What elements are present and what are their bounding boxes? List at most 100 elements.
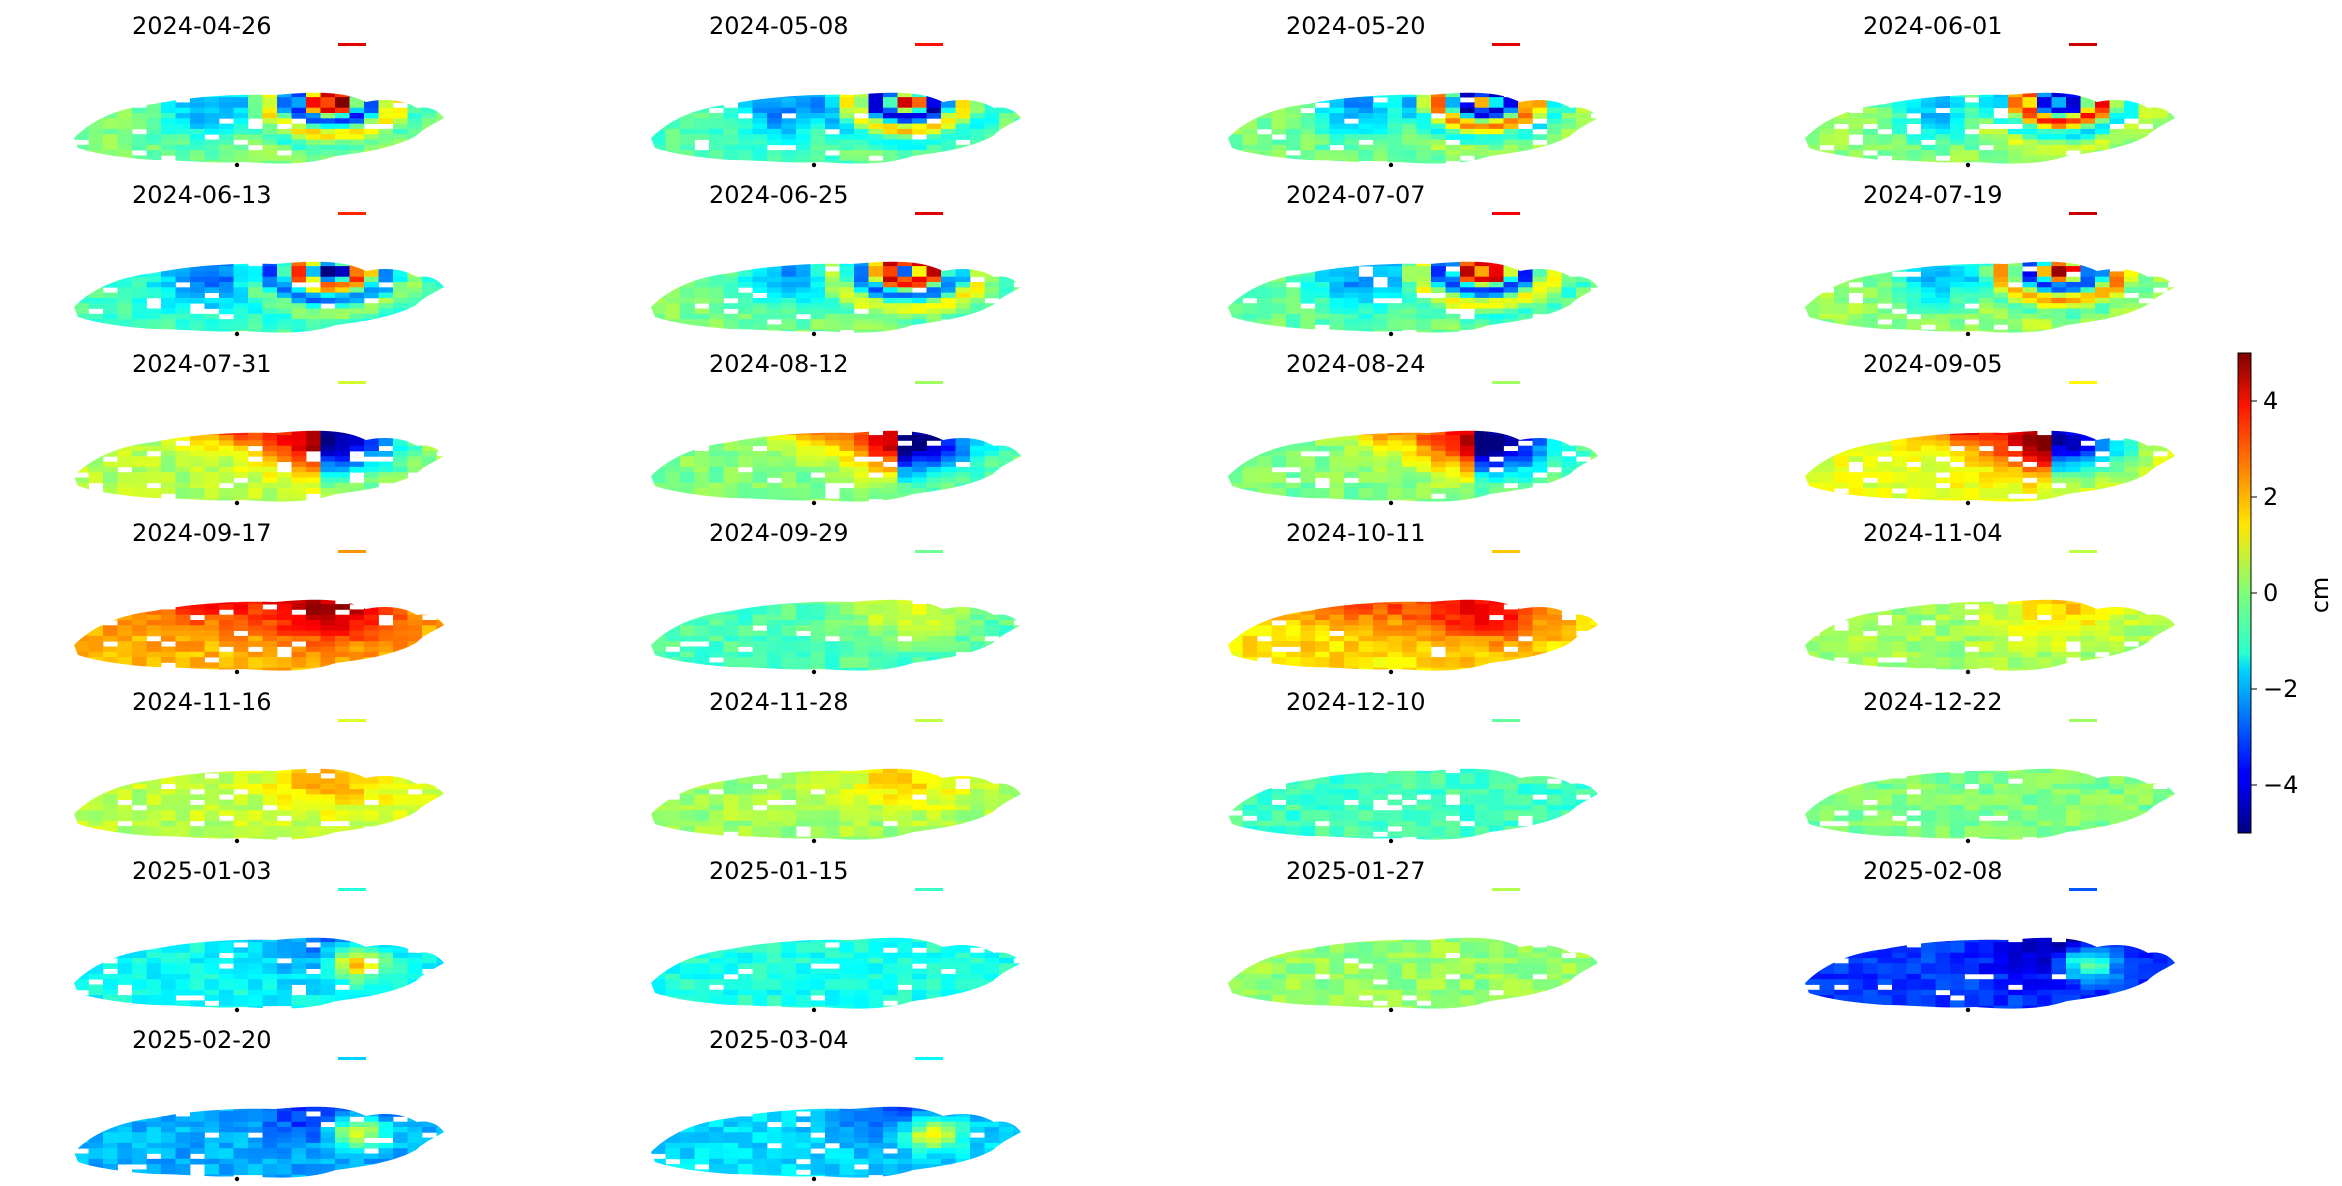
map-cell xyxy=(680,150,695,156)
map-cell xyxy=(1950,261,1965,267)
map-cell xyxy=(422,324,437,331)
map-cell xyxy=(233,313,249,320)
map-cell xyxy=(1242,144,1258,151)
map-cell xyxy=(927,403,942,409)
map-cell xyxy=(364,493,379,500)
map-cell xyxy=(1445,128,1461,135)
map-cell xyxy=(1286,324,1301,331)
map-cell xyxy=(88,445,104,452)
map-cell xyxy=(869,76,884,82)
map-cell xyxy=(695,229,710,235)
map-cell xyxy=(306,488,321,494)
map-cell xyxy=(407,123,423,130)
map-cell xyxy=(320,461,336,468)
map-cell xyxy=(1590,292,1598,299)
map-cell xyxy=(753,403,768,409)
map-cell xyxy=(436,440,444,447)
map-cell xyxy=(1344,65,1359,71)
map-cell xyxy=(219,329,234,333)
map-cell xyxy=(2008,287,2023,293)
map-cell xyxy=(88,266,104,272)
map-cell xyxy=(2051,313,2067,320)
map-cell xyxy=(306,287,321,293)
map-cell xyxy=(825,297,840,304)
map-cell xyxy=(2081,87,2096,93)
map-cell xyxy=(393,276,408,283)
map-cell xyxy=(912,425,927,431)
map-cell xyxy=(393,113,408,119)
map-cell xyxy=(408,403,423,409)
map-cell xyxy=(1979,303,1994,309)
map-cell xyxy=(753,425,768,431)
map-cell xyxy=(941,118,956,124)
map-cell xyxy=(234,414,249,420)
map-cell xyxy=(1344,308,1359,315)
map-cell xyxy=(1474,276,1490,283)
map-cell xyxy=(364,139,379,146)
map-cell xyxy=(825,87,840,93)
map-cell xyxy=(1504,240,1519,246)
map-cell xyxy=(854,229,869,235)
map-cell xyxy=(651,456,666,462)
map-cell xyxy=(1848,313,1864,320)
map-cell xyxy=(1504,414,1519,420)
map-cell xyxy=(422,435,437,441)
map-cell xyxy=(1907,60,1922,66)
map-cell xyxy=(378,303,394,309)
map-cell xyxy=(205,245,220,251)
map-cell xyxy=(796,134,811,140)
map-cell xyxy=(204,456,220,462)
map-cell xyxy=(825,97,840,103)
map-cell xyxy=(2153,160,2168,164)
map-cell xyxy=(883,435,898,441)
map-cell xyxy=(1576,409,1591,415)
map-cell xyxy=(694,498,710,502)
map-cell xyxy=(233,445,249,452)
map-cell xyxy=(781,313,797,320)
map-cell xyxy=(132,303,147,309)
map-cell xyxy=(88,430,104,436)
map-cell xyxy=(248,403,263,409)
map-cell xyxy=(651,234,666,240)
map-cell xyxy=(1504,245,1519,251)
map-cell xyxy=(1892,118,1907,124)
map-cell xyxy=(1286,319,1301,325)
map-cell xyxy=(753,250,768,256)
map-cell xyxy=(694,313,710,320)
map-cell xyxy=(796,92,811,98)
map-cell xyxy=(2008,92,2023,98)
map-cell xyxy=(364,113,379,119)
map-cell xyxy=(1257,71,1272,77)
map-cell xyxy=(2066,144,2081,151)
map-cell xyxy=(1417,240,1432,246)
map-cell xyxy=(955,102,971,109)
map-cell xyxy=(912,240,927,246)
map-cell xyxy=(1329,303,1345,309)
map-cell xyxy=(738,245,753,251)
map-cell xyxy=(132,451,147,457)
map-cell xyxy=(927,240,942,246)
map-cell xyxy=(146,472,162,478)
map-cell xyxy=(767,245,782,251)
map-cell xyxy=(422,155,437,162)
map-cell xyxy=(854,482,869,489)
map-cell xyxy=(1877,276,1893,283)
map-cell xyxy=(840,229,855,235)
map-cell xyxy=(205,409,220,415)
map-cell xyxy=(364,472,379,478)
map-cell xyxy=(825,313,840,320)
map-cell xyxy=(1819,150,1835,156)
map-cell xyxy=(408,245,423,251)
map-cell xyxy=(1445,144,1461,151)
map-cell xyxy=(782,234,797,240)
map-cell xyxy=(117,97,133,103)
map-cell xyxy=(752,139,768,146)
map-cell xyxy=(364,128,379,135)
map-cell xyxy=(1805,102,1820,109)
map-cell xyxy=(437,256,452,262)
map-cell xyxy=(1964,282,1980,288)
map-cell xyxy=(1906,266,1922,272)
map-cell xyxy=(1272,229,1287,235)
map-cell xyxy=(724,414,739,420)
map-cell xyxy=(378,435,394,441)
